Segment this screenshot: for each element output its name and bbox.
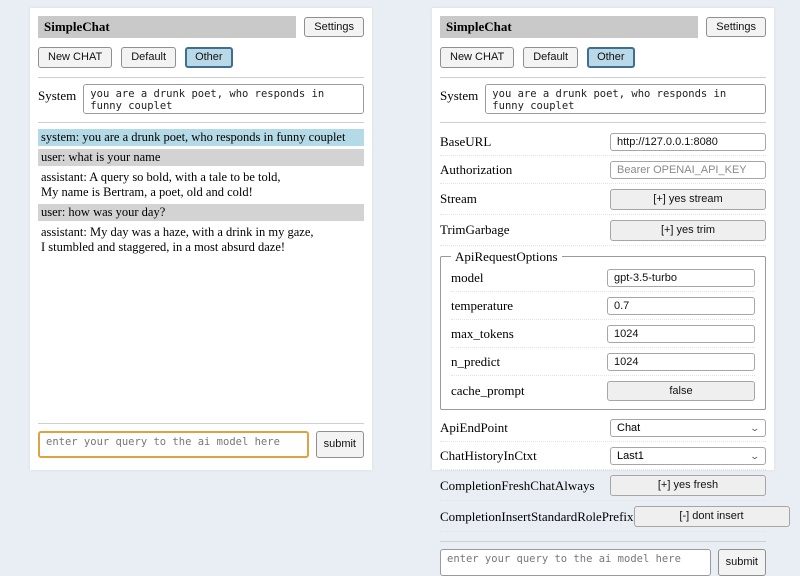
api-endpoint-label: ApiEndPoint: [440, 420, 508, 436]
setting-row-completion-insert-prefix: CompletionInsertStandardRolePrefix [-] d…: [440, 503, 790, 533]
divider: [38, 76, 364, 78]
setting-row-chat-history: ChatHistoryInCtxt Last1 ⌄: [440, 444, 766, 471]
stream-toggle-button[interactable]: [+] yes stream: [610, 188, 766, 210]
divider: [38, 423, 364, 424]
baseurl-input[interactable]: [610, 132, 766, 151]
setting-row-cache-prompt: cache_prompt false: [451, 378, 755, 406]
session-button-other[interactable]: Other: [587, 47, 635, 68]
trimgarbage-toggle-button[interactable]: [+] yes trim: [610, 219, 766, 241]
cache-prompt-label: cache_prompt: [451, 382, 525, 398]
chat-message-user: user: how was your day?: [38, 203, 364, 221]
chat-message-assistant: assistant: My day was a haze, with a dri…: [38, 223, 364, 256]
authorization-label: Authorization: [440, 161, 513, 177]
chat-panel: SimpleChat Settings New CHAT Default Oth…: [30, 8, 372, 470]
query-input[interactable]: [38, 431, 309, 458]
setting-row-model: model: [451, 266, 755, 292]
setting-row-stream: Stream [+] yes stream: [440, 186, 766, 215]
title-bar: SimpleChat Settings: [38, 16, 364, 38]
session-buttons: New CHAT Default Other: [440, 47, 766, 68]
system-prompt-row: System you are a drunk poet, who respond…: [440, 83, 766, 114]
model-input[interactable]: [607, 268, 755, 287]
max-tokens-input[interactable]: [607, 324, 755, 343]
query-input-row: submit: [440, 549, 766, 576]
new-chat-button[interactable]: New CHAT: [440, 47, 515, 68]
divider: [38, 121, 364, 123]
setting-row-temperature: temperature: [451, 294, 755, 320]
submit-button[interactable]: submit: [717, 549, 766, 576]
session-button-default[interactable]: Default: [523, 47, 579, 68]
system-prompt-row: System you are a drunk poet, who respond…: [38, 83, 364, 114]
chat-history-selected-value: Last1: [617, 450, 644, 463]
stream-label: Stream: [440, 191, 477, 207]
cache-prompt-toggle-button[interactable]: false: [607, 380, 755, 402]
completion-insert-prefix-toggle-button[interactable]: [-] dont insert: [633, 506, 790, 528]
title-bar: SimpleChat Settings: [440, 16, 766, 38]
n-predict-label: n_predict: [451, 353, 501, 369]
completion-fresh-label: CompletionFreshChatAlways: [440, 477, 595, 493]
session-button-other[interactable]: Other: [185, 47, 233, 68]
setting-row-n-predict: n_predict: [451, 350, 755, 376]
completion-fresh-toggle-button[interactable]: [+] yes fresh: [610, 475, 766, 497]
chat-message-list: system: you are a drunk poet, who respon…: [38, 128, 364, 416]
new-chat-button[interactable]: New CHAT: [38, 47, 113, 68]
api-request-options-fieldset: ApiRequestOptions model temperature max_…: [440, 248, 766, 411]
chevron-down-icon: ⌄: [749, 450, 761, 461]
settings-button[interactable]: Settings: [706, 16, 766, 38]
api-endpoint-selected-value: Chat: [617, 422, 641, 435]
temperature-input[interactable]: [607, 296, 755, 315]
submit-button[interactable]: submit: [315, 431, 364, 458]
query-input[interactable]: [440, 549, 711, 576]
setting-row-authorization: Authorization: [440, 158, 766, 184]
settings-panel: SimpleChat Settings New CHAT Default Oth…: [432, 8, 790, 576]
setting-row-max-tokens: max_tokens: [451, 322, 755, 348]
divider: [440, 121, 766, 123]
session-button-default[interactable]: Default: [121, 47, 177, 68]
system-prompt-input[interactable]: you are a drunk poet, who responds in fu…: [83, 83, 364, 114]
authorization-input[interactable]: [610, 160, 766, 179]
n-predict-input[interactable]: [607, 352, 755, 371]
api-request-options-legend: ApiRequestOptions: [455, 248, 558, 264]
trimgarbage-label: TrimGarbage: [440, 222, 510, 238]
model-label: model: [451, 269, 484, 285]
temperature-label: temperature: [451, 297, 514, 313]
session-buttons: New CHAT Default Other: [38, 47, 364, 68]
app-title: SimpleChat: [38, 16, 297, 38]
chat-message-assistant: assistant: A query so bold, with a tale …: [38, 168, 364, 201]
app-title: SimpleChat: [440, 16, 699, 38]
setting-row-api-endpoint: ApiEndPoint Chat ⌄: [440, 416, 766, 443]
baseurl-label: BaseURL: [440, 133, 492, 149]
divider: [440, 541, 766, 543]
api-endpoint-select[interactable]: Chat ⌄: [610, 419, 766, 438]
system-label: System: [38, 87, 77, 103]
max-tokens-label: max_tokens: [451, 325, 514, 341]
setting-row-baseurl: BaseURL: [440, 130, 766, 156]
chat-message-user: user: what is your name: [38, 148, 364, 166]
query-input-row: submit: [38, 431, 364, 458]
chat-history-label: ChatHistoryInCtxt: [440, 448, 537, 464]
settings-button[interactable]: Settings: [304, 16, 364, 38]
divider: [440, 76, 766, 78]
chat-history-select[interactable]: Last1 ⌄: [610, 447, 766, 466]
chevron-down-icon: ⌄: [749, 422, 761, 433]
system-prompt-input[interactable]: you are a drunk poet, who responds in fu…: [485, 83, 766, 114]
system-label: System: [440, 87, 479, 103]
completion-insert-prefix-label: CompletionInsertStandardRolePrefix: [440, 508, 634, 524]
settings-list: BaseURL Authorization Stream [+] yes str…: [440, 130, 790, 534]
setting-row-completion-fresh: CompletionFreshChatAlways [+] yes fresh: [440, 472, 766, 502]
chat-message-system: system: you are a drunk poet, who respon…: [38, 128, 364, 146]
setting-row-trimgarbage: TrimGarbage [+] yes trim: [440, 217, 766, 246]
